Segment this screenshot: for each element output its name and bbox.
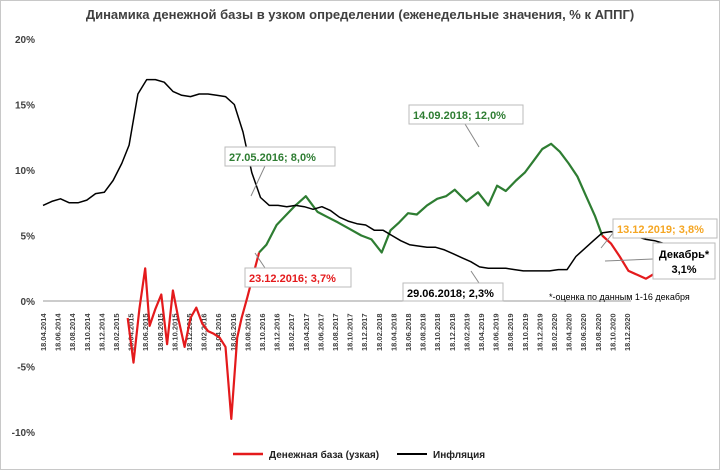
y-tick-label: -5% <box>17 363 35 374</box>
x-tick-label: 18.08.2018 <box>419 313 428 351</box>
x-tick-label: 18.10.2020 <box>608 313 617 351</box>
footnote-text: *-оценка по данным 1-16 декабря <box>549 292 690 302</box>
x-tick-label: 18.12.2020 <box>623 313 632 351</box>
annotation-box <box>244 267 352 288</box>
y-tick-label: 5% <box>21 232 36 243</box>
x-tick-label: 18.04.2014 <box>39 313 48 351</box>
x-tick-label: 18.10.2014 <box>83 313 92 351</box>
y-tick-label: 15% <box>15 101 35 112</box>
x-tick-label: 18.08.2016 <box>243 313 252 351</box>
annotation-box <box>652 242 716 280</box>
y-tick-label: 10% <box>15 166 35 177</box>
x-tick-label: 18.04.2017 <box>302 313 311 351</box>
x-tick-label: 18.02.2020 <box>550 313 559 351</box>
x-tick-label: 18.10.2016 <box>258 313 267 351</box>
x-tick-label: 18.08.2019 <box>506 313 515 351</box>
x-tick-label: 18.02.2018 <box>375 313 384 351</box>
annotation-label: 3,1% <box>671 264 696 276</box>
annotation-label: 27.05.2016; 8,0% <box>229 152 316 164</box>
chart-title: Динамика денежной базы в узком определен… <box>85 7 635 22</box>
legend-label: Инфляция <box>433 449 485 461</box>
x-tick-label: 18.04.2018 <box>389 313 398 351</box>
x-tick-label: 18.08.2015 <box>156 313 165 351</box>
x-tick-label: 18.12.2017 <box>360 313 369 351</box>
annotation-box <box>402 282 504 302</box>
x-tick-label: 18.06.2015 <box>141 313 150 351</box>
annotation-label: Декабрь* <box>659 249 710 261</box>
series-line <box>258 142 604 254</box>
x-tick-label: 18.12.2014 <box>97 313 106 351</box>
y-tick-label: -10% <box>12 428 35 439</box>
legend-label: Денежная база (узкая) <box>269 449 379 461</box>
x-tick-label: 18.10.2018 <box>433 313 442 351</box>
x-tick-label: 18.06.2020 <box>579 313 588 351</box>
annotation-leader <box>464 123 480 148</box>
annotation-leader <box>254 252 266 269</box>
x-tick-label: 18.10.2019 <box>521 313 530 351</box>
x-tick-label: 18.06.2018 <box>404 313 413 351</box>
x-tick-label: 18.12.2016 <box>273 313 282 351</box>
x-tick-label: 18.04.2016 <box>214 313 223 351</box>
annotation-leader <box>470 270 480 284</box>
x-tick-label: 18.02.2017 <box>287 313 296 351</box>
x-tick-label: 18.12.2019 <box>535 313 544 351</box>
x-tick-label: 18.02.2015 <box>112 313 121 351</box>
annotation-box <box>224 146 336 167</box>
x-tick-label: 18.06.2019 <box>492 313 501 351</box>
x-tick-label: 18.02.2016 <box>200 313 209 351</box>
annotation-label: 13.12.2019; 3,8% <box>617 224 704 236</box>
x-tick-label: 18.10.2015 <box>170 313 179 351</box>
y-tick-label: 0% <box>21 297 36 308</box>
x-tick-label: 18.06.2016 <box>229 313 238 351</box>
annotation-box <box>408 104 524 125</box>
x-tick-label: 18.08.2017 <box>331 313 340 351</box>
y-tick-label: 20% <box>15 35 35 46</box>
series-line <box>126 252 261 420</box>
annotation-label: 14.09.2018; 12,0% <box>413 110 506 122</box>
annotation-leader <box>250 165 266 197</box>
x-tick-label: 18.10.2017 <box>346 313 355 351</box>
x-tick-label: 18.12.2018 <box>448 313 457 351</box>
x-tick-label: 18.04.2019 <box>477 313 486 351</box>
x-tick-label: 18.04.2020 <box>565 313 574 351</box>
annotation-box <box>612 218 718 239</box>
x-tick-label: 18.04.2015 <box>127 313 136 351</box>
annotation-label: 29.06.2018; 2,3% <box>407 288 494 300</box>
annotation-leader <box>604 258 654 262</box>
series-line <box>42 78 699 272</box>
x-tick-label: 18.02.2019 <box>462 313 471 351</box>
x-tick-label: 18.08.2014 <box>68 313 77 351</box>
x-tick-label: 18.08.2020 <box>594 313 603 351</box>
x-tick-label: 18.06.2017 <box>316 313 325 351</box>
annotation-leader <box>600 232 614 249</box>
x-tick-label: 18.12.2015 <box>185 313 194 351</box>
x-tick-label: 18.06.2014 <box>54 313 63 351</box>
annotation-label: 23.12.2016; 3,7% <box>249 273 336 285</box>
